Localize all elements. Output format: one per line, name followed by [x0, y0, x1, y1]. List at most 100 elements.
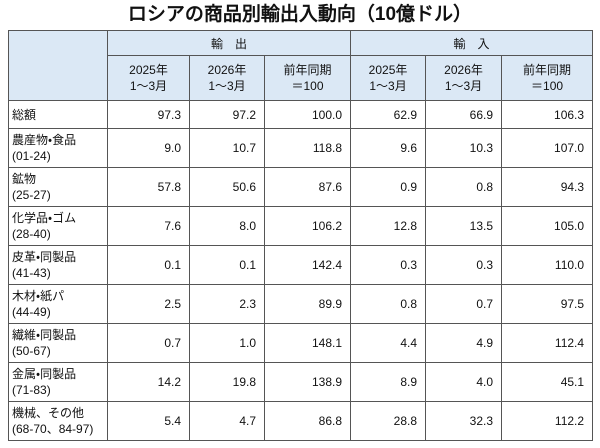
value-cell: 10.3 — [425, 128, 503, 168]
value-cell: 0.9 — [350, 167, 427, 207]
cell-value: 0.3 — [476, 258, 494, 272]
cell-value: 97.5 — [560, 297, 585, 311]
cell-value: 5.4 — [164, 414, 181, 428]
row-label-text: (50-67) — [12, 344, 51, 358]
cell-value: 66.9 — [469, 107, 494, 122]
column-header-text: 2025年 — [368, 63, 408, 77]
column-header-text: ＝100 — [291, 79, 324, 93]
value-cell: 14.2 — [107, 362, 190, 402]
data-row: 繊維・同製品 (50-67) 0.7 1.0 148.1 4.4 4.9 112.4 — [8, 323, 594, 363]
cell-value: 0.8 — [400, 297, 418, 311]
value-cell: 4.4 — [350, 323, 427, 363]
cell-value: 1.0 — [239, 336, 256, 350]
column-header-text: 2026年 — [207, 63, 247, 77]
row-label: 化学品・ゴム (28-40) — [8, 206, 108, 246]
value-cell: 87.6 — [263, 167, 352, 207]
value-cell: 9.6 — [350, 128, 427, 168]
cell-value: 86.8 — [318, 414, 343, 428]
value-cell: 94.3 — [501, 167, 594, 207]
value-cell: 66.9 — [425, 100, 503, 129]
row-label-text: (44-49) — [12, 305, 51, 319]
cell-value: 62.9 — [393, 107, 418, 122]
group-header-text: 輸 入 — [453, 36, 490, 51]
row-label-text: 金属・同製品 — [12, 367, 77, 381]
title: ロシアの商品別輸出入動向（10億ドル） — [127, 4, 473, 25]
cell-value: 0.7 — [476, 297, 494, 311]
cell-value: 50.6 — [232, 180, 256, 194]
value-cell: 86.8 — [263, 401, 352, 441]
row-label: 総額 — [8, 100, 108, 129]
cell-value: 142.4 — [312, 258, 343, 272]
row-label-text: 化学品・ゴム — [12, 211, 77, 225]
row-label-text: 繊維・同製品 — [12, 328, 77, 342]
value-cell: 107.0 — [501, 128, 594, 168]
cell-value: 0.8 — [476, 180, 494, 194]
cell-value: 0.7 — [164, 336, 181, 350]
cell-value: 106.3 — [554, 107, 585, 122]
column-header-text: 1～3月 — [129, 79, 168, 93]
cell-value: 13.5 — [469, 219, 494, 233]
column-header: 2025年 1～3月 — [107, 55, 190, 101]
cell-value: 9.0 — [164, 141, 181, 155]
cell-value: 7.6 — [164, 219, 181, 233]
value-cell: 9.0 — [107, 128, 190, 168]
row-label-text: (01-24) — [12, 149, 51, 163]
value-cell: 0.8 — [350, 284, 427, 324]
data-table: 輸 出 輸 入 2025年 1～3月 2026年 1～3月 前年同期 ＝100 2025年 1～3… — [8, 30, 594, 441]
value-cell: 100.0 — [263, 100, 352, 129]
cell-value: 4.0 — [476, 375, 494, 389]
row-label: 機械、その他 (68-70、84-97) — [8, 401, 108, 441]
column-header: 前年同期 ＝100 — [263, 55, 352, 101]
row-label: 農産物・食品 (01-24) — [8, 128, 108, 168]
value-cell: 97.5 — [501, 284, 594, 324]
cell-value: 4.9 — [476, 336, 494, 350]
row-label-text: (71-83) — [12, 383, 51, 397]
cell-value: 105.0 — [554, 219, 585, 233]
row-label: 繊維・同製品 (50-67) — [8, 323, 108, 363]
column-header: 2026年 1～3月 — [425, 55, 503, 101]
cell-value: 14.2 — [157, 375, 181, 389]
row-label: 金属・同製品 (71-83) — [8, 362, 108, 402]
value-cell: 138.9 — [263, 362, 352, 402]
value-cell: 89.9 — [263, 284, 352, 324]
cell-value: 28.8 — [393, 414, 418, 428]
value-cell: 32.3 — [425, 401, 503, 441]
cell-value: 19.8 — [232, 375, 256, 389]
cell-value: 8.0 — [239, 219, 256, 233]
row-label: 木材・紙パ (44-49) — [8, 284, 108, 324]
cell-value: 4.7 — [239, 414, 256, 428]
cell-value: 0.9 — [400, 180, 418, 194]
row-label: 鉱物 (25-27) — [8, 167, 108, 207]
value-cell: 8.0 — [189, 206, 265, 246]
cell-value: 107.0 — [554, 141, 585, 155]
value-cell: 2.3 — [189, 284, 265, 324]
value-cell: 0.7 — [425, 284, 503, 324]
value-cell: 12.8 — [350, 206, 427, 246]
column-header-text: ＝100 — [531, 79, 564, 93]
cell-value: 4.4 — [400, 336, 418, 350]
corner-cell — [8, 30, 108, 101]
group-header: 輸 出 — [106, 30, 352, 56]
value-cell: 4.9 — [425, 323, 503, 363]
value-cell: 148.1 — [263, 323, 352, 363]
cell-value: 2.5 — [164, 297, 181, 311]
value-cell: 57.8 — [107, 167, 190, 207]
column-header: 前年同期 ＝100 — [501, 55, 594, 101]
value-cell: 4.0 — [425, 362, 503, 402]
header-row: 2025年 1～3月 2026年 1～3月 前年同期 ＝100 2025年 1～3月 2026年… — [9, 55, 594, 101]
value-cell: 112.2 — [501, 401, 594, 441]
value-cell: 0.7 — [107, 323, 190, 363]
value-cell: 1.0 — [189, 323, 265, 363]
column-header-text: 2025年 — [129, 63, 168, 77]
data-row: 木材・紙パ (44-49) 2.5 2.3 89.9 0.8 0.7 97.5 — [8, 284, 594, 324]
data-row: 総額 97.3 97.2 100.0 62.9 66.9 106.3 — [8, 100, 594, 129]
row-label: 皮革・同製品 (41-43) — [8, 245, 108, 285]
row-label-text: (41-43) — [12, 266, 51, 280]
cell-value: 12.8 — [393, 219, 418, 233]
value-cell: 5.4 — [107, 401, 190, 441]
cell-value: 0.1 — [239, 258, 256, 272]
row-label-text: (68-70、84-97) — [12, 422, 94, 436]
data-row: 鉱物 (25-27) 57.8 50.6 87.6 0.9 0.8 94.3 — [8, 167, 594, 207]
column-header: 2026年 1～3月 — [189, 55, 265, 101]
